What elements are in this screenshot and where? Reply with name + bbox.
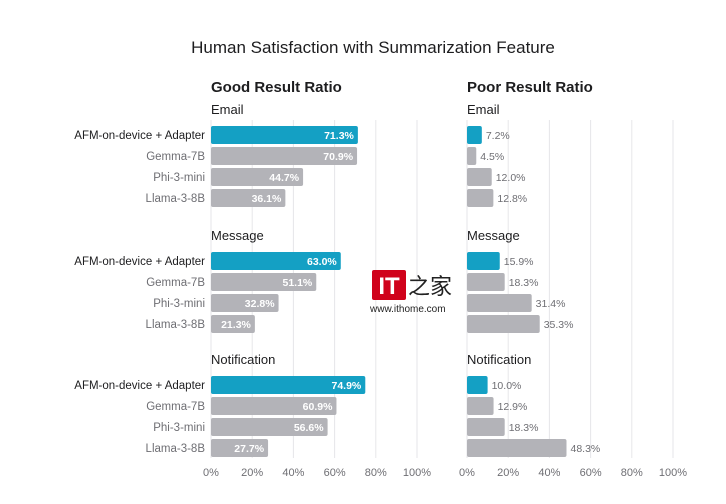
- data-label: 12.9%: [498, 401, 528, 413]
- bar: [211, 168, 304, 186]
- chart-title: Human Satisfaction with Summarization Fe…: [191, 38, 555, 57]
- bar: [467, 439, 567, 457]
- x-tick-label: 100%: [403, 467, 431, 479]
- group-name: Notification: [211, 352, 275, 367]
- group-name: Message: [467, 228, 520, 243]
- category-label: Llama-3-8B: [146, 193, 206, 205]
- group-name: Message: [211, 228, 264, 243]
- data-label: 71.3%: [324, 130, 354, 142]
- category-label: Phi-3-mini: [153, 422, 205, 434]
- bar: [467, 294, 532, 312]
- bar: [211, 252, 341, 270]
- data-label: 12.0%: [496, 172, 526, 184]
- bar: [211, 376, 366, 394]
- x-tick-label: 0%: [203, 467, 219, 479]
- category-label: Gemma-7B: [146, 401, 205, 413]
- data-label: 21.3%: [221, 319, 251, 331]
- data-label: 7.2%: [486, 130, 510, 142]
- data-label: 48.3%: [570, 443, 600, 455]
- data-label: 12.8%: [497, 193, 527, 205]
- x-tick-label: 40%: [538, 467, 560, 479]
- bar: [211, 273, 317, 291]
- bar: [467, 376, 488, 394]
- x-tick-label: 40%: [282, 467, 304, 479]
- data-label: 4.5%: [480, 151, 504, 163]
- group-name: Notification: [467, 352, 531, 367]
- panel-heading: Good Result Ratio: [211, 79, 342, 96]
- bar: [211, 397, 337, 415]
- x-tick-label: 80%: [621, 467, 643, 479]
- category-label: AFM-on-device + Adapter: [74, 130, 205, 142]
- data-label: 18.3%: [509, 422, 539, 434]
- ithome-watermark: IT 之家 www.ithome.com: [368, 268, 458, 318]
- category-label: Gemma-7B: [146, 277, 205, 289]
- category-label: Llama-3-8B: [146, 319, 206, 331]
- data-label: 35.3%: [544, 319, 574, 331]
- x-tick-label: 60%: [324, 467, 346, 479]
- bar: [467, 273, 505, 291]
- bar: [211, 439, 269, 457]
- bar: [211, 189, 286, 207]
- data-label: 32.8%: [245, 298, 275, 310]
- data-label: 63.0%: [307, 256, 337, 268]
- bar: [211, 126, 358, 144]
- category-label: Gemma-7B: [146, 151, 205, 163]
- x-tick-label: 80%: [365, 467, 387, 479]
- x-tick-label: 100%: [659, 467, 687, 479]
- bar: [467, 418, 505, 436]
- x-tick-label: 0%: [459, 467, 475, 479]
- svg-text:之家: 之家: [408, 275, 452, 300]
- group-name: Email: [467, 102, 500, 117]
- bar: [467, 189, 494, 207]
- bar: [211, 315, 255, 333]
- data-label: 56.6%: [294, 422, 324, 434]
- data-label: 70.9%: [323, 151, 353, 163]
- bar: [211, 147, 358, 165]
- data-label: 44.7%: [269, 172, 299, 184]
- bar: [467, 397, 494, 415]
- panel-heading: Poor Result Ratio: [467, 79, 593, 96]
- x-tick-label: 20%: [497, 467, 519, 479]
- data-label: 18.3%: [509, 277, 539, 289]
- category-label: AFM-on-device + Adapter: [74, 380, 205, 392]
- bar: [467, 168, 492, 186]
- bar: [211, 418, 328, 436]
- ithome-logo-icon: IT 之家: [372, 270, 452, 300]
- category-label: AFM-on-device + Adapter: [74, 256, 205, 268]
- bar: [467, 147, 477, 165]
- svg-text:IT: IT: [378, 273, 400, 300]
- bar: [467, 126, 482, 144]
- x-tick-label: 60%: [580, 467, 602, 479]
- bar: [467, 315, 540, 333]
- x-tick-label: 20%: [241, 467, 263, 479]
- category-label: Phi-3-mini: [153, 298, 205, 310]
- bar: [211, 294, 279, 312]
- category-label: Phi-3-mini: [153, 172, 205, 184]
- data-label: 36.1%: [252, 193, 282, 205]
- data-label: 27.7%: [234, 443, 264, 455]
- group-name: Email: [211, 102, 244, 117]
- data-label: 10.0%: [492, 380, 522, 392]
- data-label: 60.9%: [303, 401, 333, 413]
- data-label: 15.9%: [504, 256, 534, 268]
- data-label: 51.1%: [282, 277, 312, 289]
- watermark-url: www.ithome.com: [370, 304, 446, 315]
- data-label: 31.4%: [536, 298, 566, 310]
- data-label: 74.9%: [332, 380, 362, 392]
- category-label: Llama-3-8B: [146, 443, 206, 455]
- bar: [467, 252, 500, 270]
